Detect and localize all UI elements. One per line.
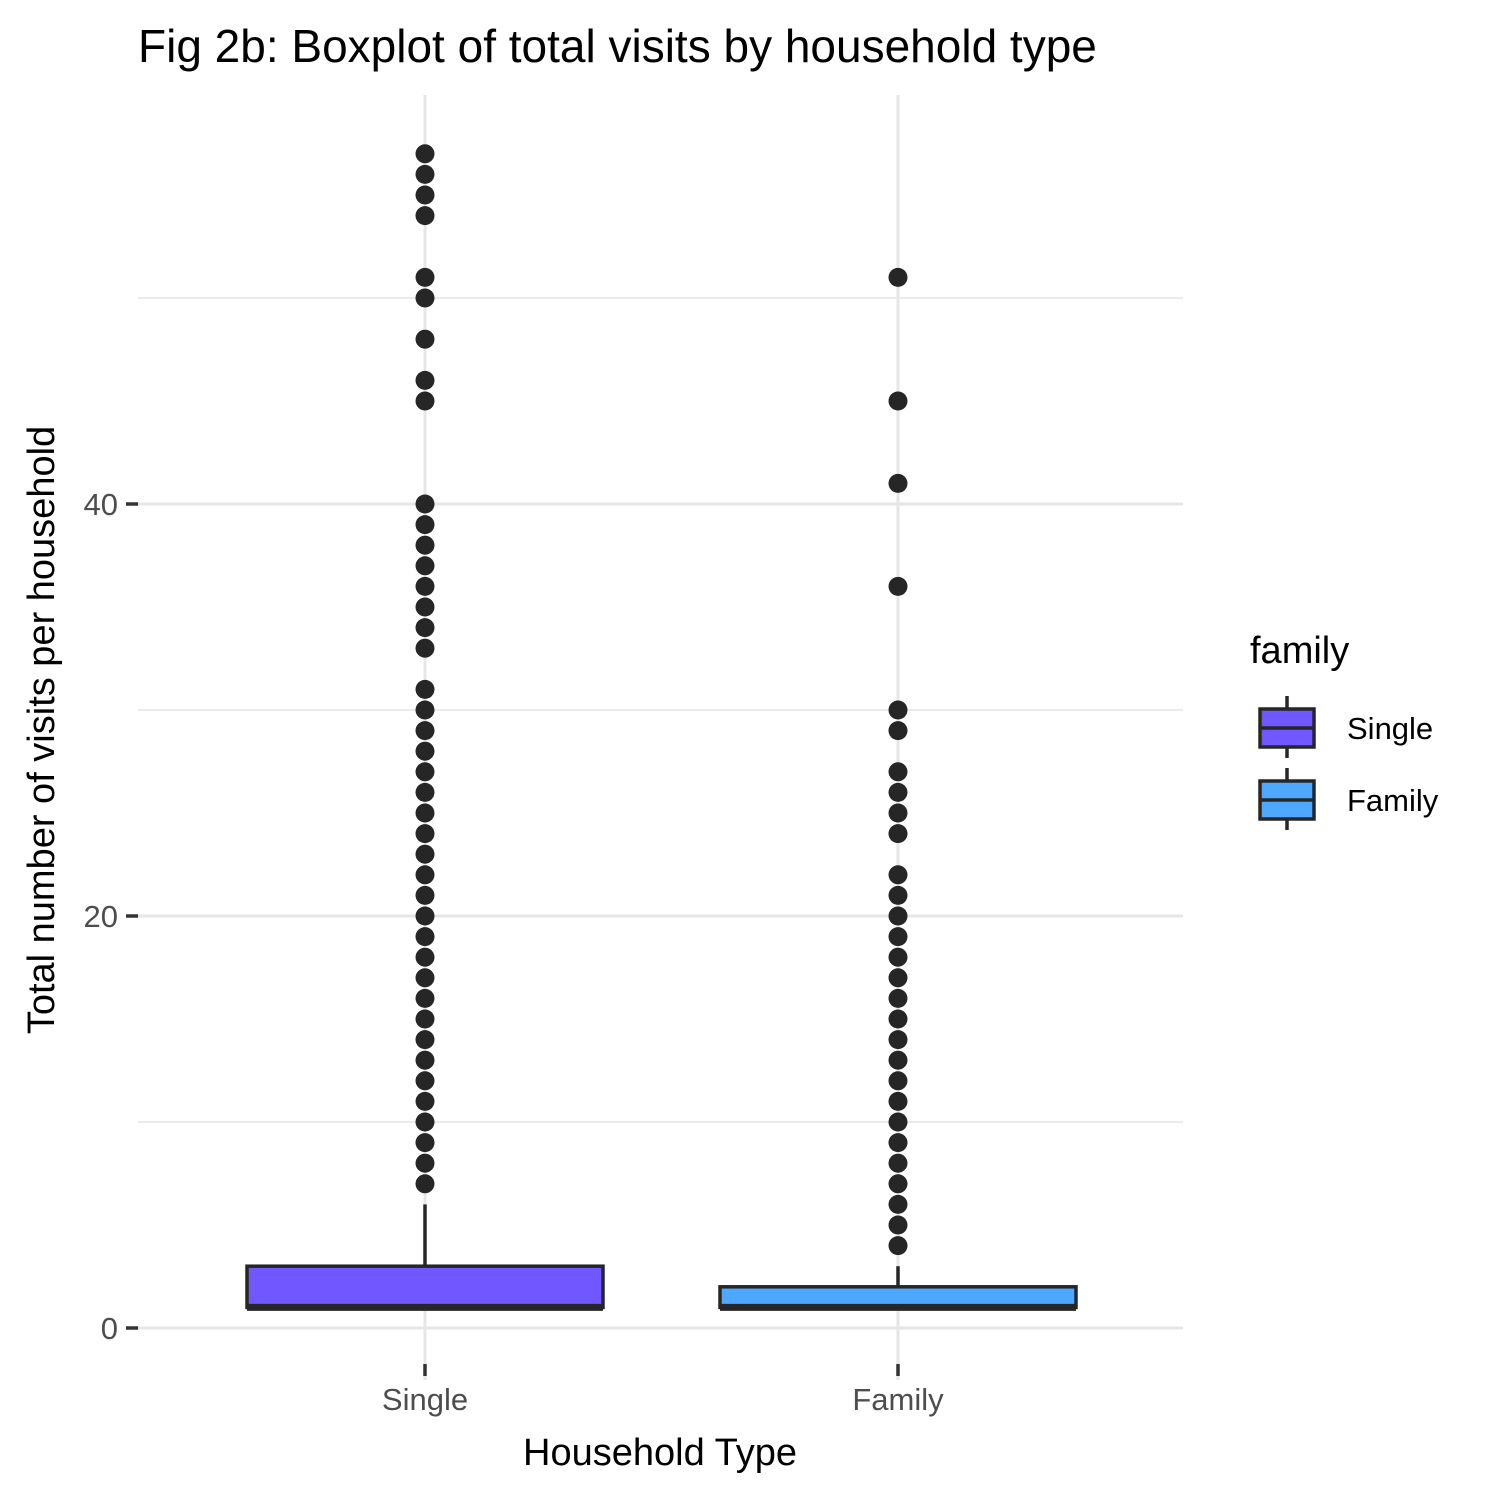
outlier-family-25	[888, 576, 908, 596]
legend-label-single: Single	[1347, 711, 1433, 746]
outlier-single-17	[415, 824, 435, 844]
outlier-single-7	[415, 1030, 435, 1050]
outlier-single-4	[415, 1091, 435, 1111]
outlier-single-39	[415, 185, 435, 205]
outlier-family-5	[888, 1133, 908, 1153]
outlier-single-20	[415, 762, 435, 782]
outlier-family-21	[888, 782, 908, 802]
legend-title: family	[1250, 630, 1349, 672]
outlier-family-19	[888, 824, 908, 844]
outlier-single-27	[415, 597, 435, 617]
outlier-family-4	[888, 1153, 908, 1173]
outlier-family-16	[888, 906, 908, 926]
y-tick-label-2: 40	[84, 487, 118, 522]
outlier-family-2	[888, 1194, 908, 1214]
outlier-family-13	[888, 968, 908, 988]
outlier-family-17	[888, 885, 908, 905]
outlier-family-15	[888, 927, 908, 947]
outlier-single-5	[415, 1071, 435, 1091]
outlier-single-6	[415, 1050, 435, 1070]
y-axis-title: Total number of visits per household	[21, 426, 63, 1034]
legend-entry-family: Family	[1258, 768, 1439, 830]
outlier-family-0	[888, 1236, 908, 1256]
legend: family Single Family	[1250, 630, 1439, 830]
outlier-single-34	[415, 370, 435, 390]
outlier-single-32	[415, 494, 435, 514]
outlier-family-24	[888, 700, 908, 720]
outlier-single-35	[415, 329, 435, 349]
outlier-single-25	[415, 638, 435, 658]
outlier-family-27	[888, 391, 908, 411]
boxes	[245, 1204, 1078, 1311]
outlier-single-19	[415, 782, 435, 802]
legend-entry-single: Single	[1258, 696, 1433, 758]
chart-title: Fig 2b: Boxplot of total visits by house…	[138, 20, 1097, 72]
outlier-family-10	[888, 1030, 908, 1050]
outlier-single-2	[415, 1133, 435, 1153]
outlier-single-33	[415, 391, 435, 411]
outlier-single-36	[415, 288, 435, 308]
outlier-family-20	[888, 803, 908, 823]
outlier-single-12	[415, 927, 435, 947]
outlier-single-8	[415, 1009, 435, 1029]
x-axis-title: Household Type	[523, 1432, 797, 1474]
outlier-family-7	[888, 1091, 908, 1111]
x-tick-label-1: Family	[852, 1382, 944, 1417]
box-body	[245, 1264, 605, 1310]
outlier-single-22	[415, 721, 435, 741]
outlier-family-14	[888, 947, 908, 967]
outlier-family-1	[888, 1215, 908, 1235]
outlier-family-28	[888, 267, 908, 287]
outlier-single-37	[415, 267, 435, 287]
grid-lines	[138, 95, 1183, 1380]
outlier-single-9	[415, 988, 435, 1008]
box-family	[718, 1266, 1078, 1311]
outlier-family-22	[888, 762, 908, 782]
outlier-single-14	[415, 885, 435, 905]
outlier-single-41	[415, 144, 435, 164]
outlier-single-21	[415, 741, 435, 761]
outlier-single-13	[415, 906, 435, 926]
outlier-single-10	[415, 968, 435, 988]
y-tick-label-1: 20	[84, 899, 118, 934]
box-single	[245, 1204, 605, 1311]
x-tick-label-0: Single	[382, 1382, 468, 1417]
legend-label-family: Family	[1347, 783, 1439, 818]
outlier-family-18	[888, 865, 908, 885]
axes: 0 20 40 Single Family	[84, 487, 945, 1417]
outlier-family-26	[888, 473, 908, 493]
outlier-family-11	[888, 1009, 908, 1029]
outlier-single-0	[415, 1174, 435, 1194]
outlier-single-30	[415, 535, 435, 555]
outlier-single-38	[415, 206, 435, 226]
outlier-single-29	[415, 556, 435, 576]
outlier-single-16	[415, 844, 435, 864]
outlier-single-11	[415, 947, 435, 967]
outlier-single-18	[415, 803, 435, 823]
outlier-single-40	[415, 164, 435, 184]
outlier-points	[415, 144, 908, 1256]
outlier-single-31	[415, 515, 435, 535]
outlier-family-8	[888, 1071, 908, 1091]
outlier-family-9	[888, 1050, 908, 1070]
y-tick-label-0: 0	[101, 1311, 118, 1346]
outlier-single-1	[415, 1153, 435, 1173]
outlier-single-28	[415, 576, 435, 596]
outlier-single-26	[415, 618, 435, 638]
outlier-family-6	[888, 1112, 908, 1132]
outlier-single-24	[415, 679, 435, 699]
outlier-family-3	[888, 1174, 908, 1194]
outlier-family-23	[888, 721, 908, 741]
outlier-family-12	[888, 988, 908, 1008]
outlier-single-23	[415, 700, 435, 720]
outlier-single-3	[415, 1112, 435, 1132]
outlier-single-15	[415, 865, 435, 885]
